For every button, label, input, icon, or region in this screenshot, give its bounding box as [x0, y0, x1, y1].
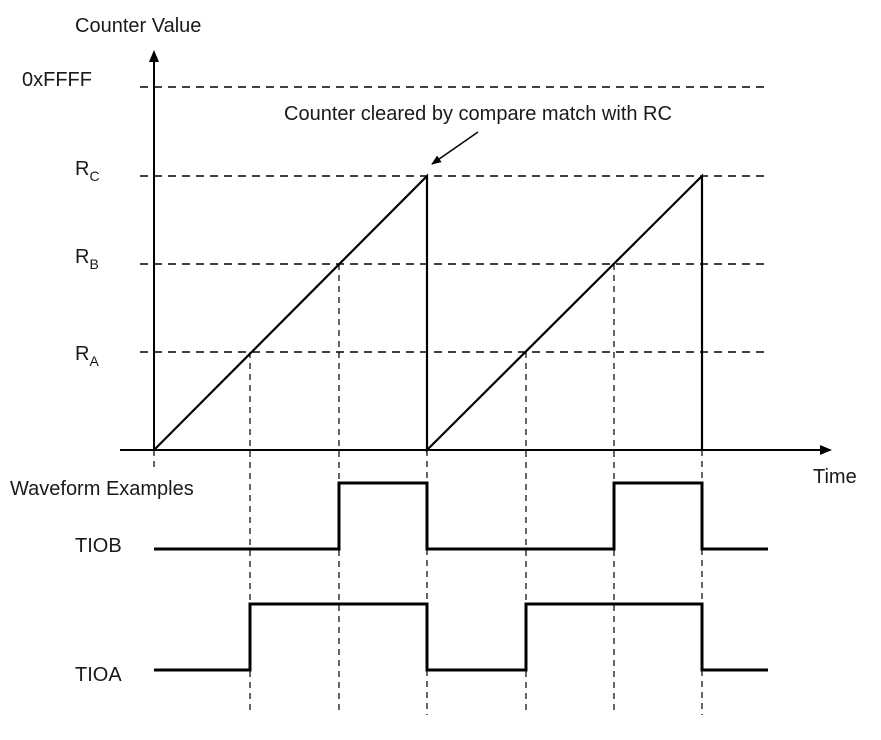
rc-label: RC [75, 158, 100, 184]
tioa-label: TIOA [75, 664, 122, 686]
annotation-arrow [431, 131, 479, 165]
y-axis-label: Counter Value [75, 15, 201, 37]
tiob-waveform [154, 481, 768, 551]
waveform-title: Waveform Examples [10, 478, 194, 500]
annotation-label: Counter cleared by compare match with RC [284, 103, 672, 125]
x-axis-label: Time [813, 466, 857, 488]
ffff-label: 0xFFFF [22, 69, 92, 91]
tioa-waveform [154, 602, 768, 672]
ra-label: RA [75, 343, 99, 369]
tiob-label: TIOB [75, 535, 122, 557]
counter-sawtooth [153, 173, 704, 453]
rb-label: RB [75, 246, 99, 272]
